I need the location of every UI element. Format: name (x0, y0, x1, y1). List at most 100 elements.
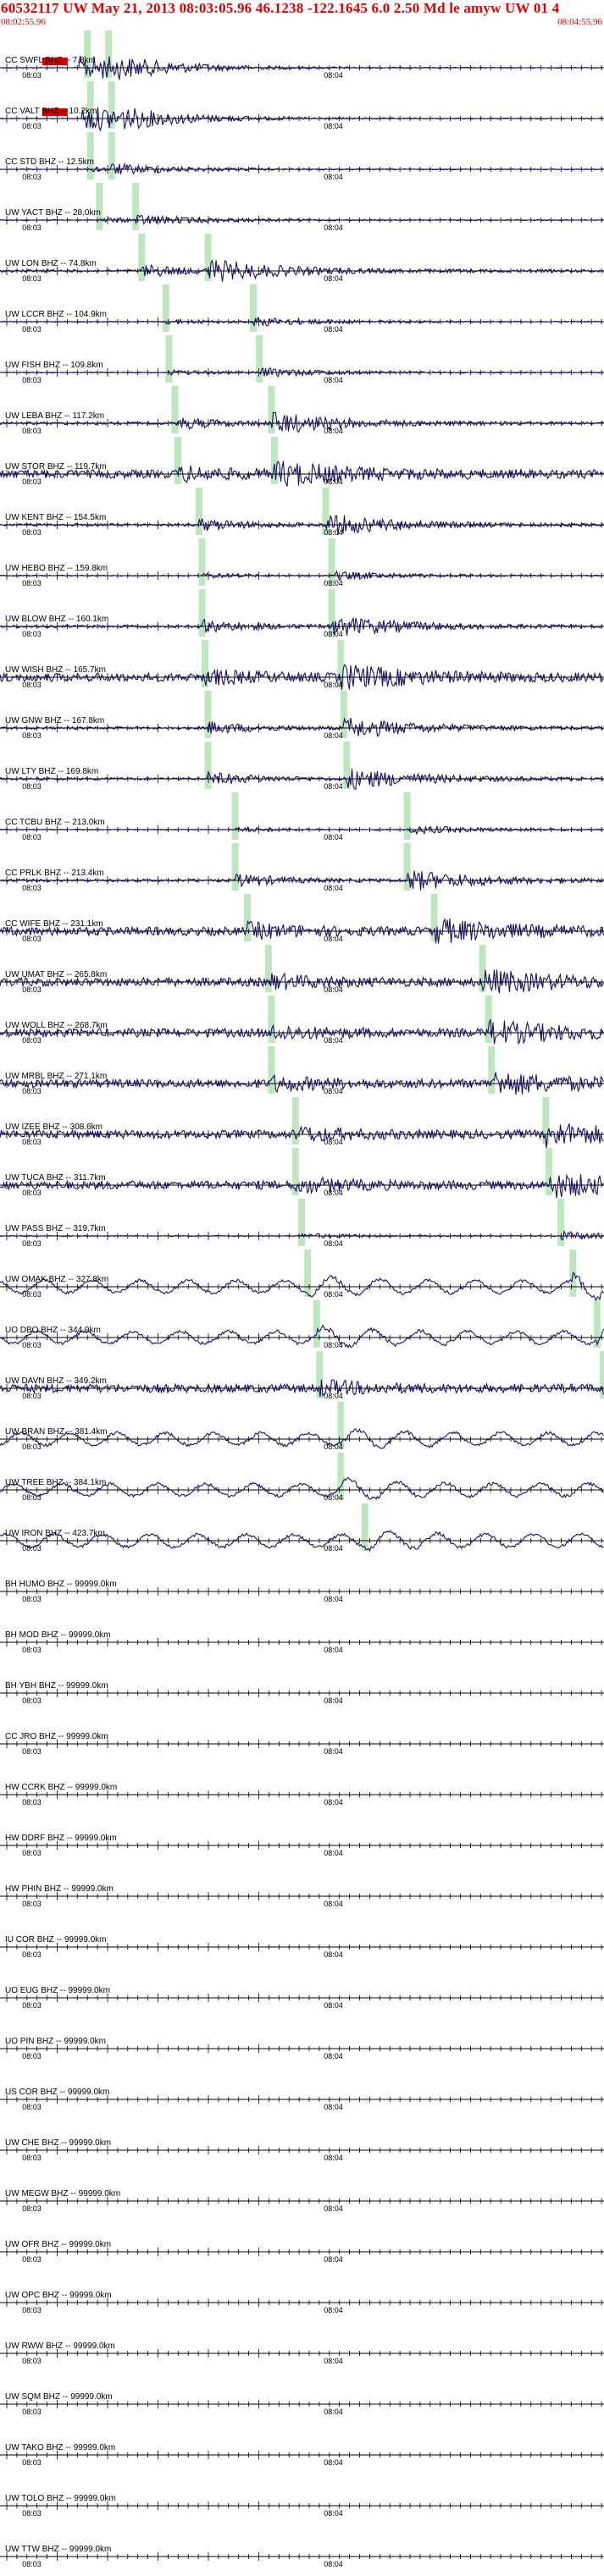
tick-label: 08:03 (22, 1798, 42, 1807)
trace-row: UW IRON BHZ -- 423.7km 08:03 08:04 (0, 1503, 604, 1553)
tick-label: 08:04 (324, 2357, 343, 2365)
tick-label: 08:03 (22, 1696, 42, 1705)
station-label: UW WOLL BHZ -- 268.7km (5, 1021, 108, 1030)
p-pick-marker (202, 640, 209, 687)
tick-label: 08:03 (22, 71, 42, 80)
station-label: CC SWFL BHZ -- 7.8km (5, 56, 96, 65)
p-pick-marker (204, 742, 212, 789)
waveform-trace (0, 570, 604, 582)
trace-row: UW YACT BHZ -- 28.0km 08:03 08:04 (0, 183, 604, 232)
tick-label: 08:03 (22, 1442, 42, 1451)
trace-row: CC VALT BHZ -- 10.2km 08:03 08:04 (0, 81, 604, 132)
tick-label: 08:03 (22, 1239, 42, 1248)
trace-row: UW SQM BHZ -- 99999.0km 08:03 08:04 (0, 2392, 604, 2416)
tick-label: 08:04 (324, 1138, 343, 1146)
p-pick-marker (313, 1300, 320, 1348)
trace-row: UW TAKO BHZ -- 99999.0km 08:03 08:04 (0, 2443, 604, 2467)
trace-row: CC SWFL BHZ -- 7.8km 08:03 08:04 (0, 30, 604, 80)
s-pick-marker (542, 1097, 550, 1145)
trace-row: CC STD BHZ -- 12.5km 08:03 08:04 (0, 132, 604, 181)
trace-row: UW HEBO BHZ -- 159.8km 08:03 08:04 (0, 538, 604, 587)
tick-label: 08:04 (324, 1950, 343, 1959)
tick-label: 08:03 (22, 1392, 42, 1400)
trace-row: UW KENT BHZ -- 154.5km 08:03 08:04 (0, 488, 604, 537)
trace-row: UW WISH BHZ -- 165.7km 08:03 08:04 (0, 640, 604, 691)
station-label: CC PRLK BHZ -- 213.4km (5, 869, 104, 878)
tick-label: 08:03 (22, 2458, 42, 2467)
tick-label: 08:04 (324, 579, 343, 587)
tick-label: 08:03 (22, 985, 42, 994)
waveform-trace (0, 1379, 604, 1397)
tick-label: 08:03 (22, 2052, 42, 2060)
p-pick-marker (204, 691, 212, 738)
tick-label: 08:04 (324, 2103, 343, 2111)
tick-label: 08:04 (324, 2001, 343, 2010)
trace-row: CC TCBU BHZ -- 213.0km 08:03 08:04 (0, 792, 604, 841)
p-pick-marker (264, 945, 272, 992)
station-label: CC VALT BHZ -- 10.2km (5, 107, 97, 116)
p-pick-marker (175, 437, 182, 484)
station-label: UW CHE BHZ -- 99999.0km (5, 2138, 111, 2148)
p-pick-marker (86, 132, 94, 179)
tick-label: 08:04 (324, 681, 343, 689)
tick-label: 08:03 (22, 935, 42, 943)
trace-row: UO EUG BHZ -- 99999.0km 08:03 08:04 (0, 1986, 604, 2010)
trace-row: UW GNW BHZ -- 167.8km 08:03 08:04 (0, 691, 604, 740)
tick-label: 08:04 (324, 985, 343, 994)
station-label: IU COR BHZ -- 99999.0km (5, 1935, 106, 1944)
tick-label: 08:04 (324, 1036, 343, 1045)
s-pick-marker (108, 81, 115, 129)
tick-label: 08:04 (324, 2560, 343, 2568)
s-pick-marker (250, 284, 258, 332)
tick-label: 08:03 (22, 1950, 42, 1959)
station-label: UW LEBA BHZ -- 117.2km (5, 411, 104, 421)
trace-row: UW FISH BHZ -- 109.8km 08:03 08:04 (0, 335, 604, 384)
s-pick-marker (485, 996, 492, 1043)
waveform-trace (0, 870, 604, 891)
trace-row: BH MOD BHZ -- 99999.0km 08:03 08:04 (0, 1630, 604, 1654)
tick-label: 08:03 (22, 2103, 42, 2111)
tick-label: 08:04 (324, 1849, 343, 1857)
s-pick-marker (600, 1351, 604, 1398)
trace-row: UW WOLL BHZ -- 268.7km 08:03 08:04 (0, 996, 604, 1045)
station-label: UW TTW BHZ -- 99999.0km (5, 2545, 111, 2554)
tick-label: 08:03 (22, 1595, 42, 1603)
station-label: UW UMAT BHZ -- 265.8km (5, 970, 107, 979)
station-label: UW PASS BHZ -- 319.7km (5, 1224, 106, 1233)
tick-label: 08:04 (324, 1798, 343, 1807)
tick-label: 08:04 (324, 173, 343, 181)
trace-row: UW OMAK BHZ -- 327.8km 08:03 08:04 (0, 1249, 604, 1305)
trace-row: CC WIFE BHZ -- 231.1km 08:03 08:04 (0, 894, 604, 944)
tick-label: 08:03 (22, 884, 42, 892)
p-pick-marker (337, 1453, 345, 1500)
waveform-trace (0, 1123, 604, 1149)
tick-label: 08:03 (22, 2357, 42, 2365)
waveform-trace (0, 1477, 604, 1500)
tick-label: 08:03 (22, 1138, 42, 1146)
tick-label: 08:04 (324, 223, 343, 232)
tick-label: 08:04 (324, 1696, 343, 1705)
tick-label: 08:04 (324, 1392, 343, 1400)
waveform-trace (0, 664, 604, 691)
tick-label: 08:04 (324, 1646, 343, 1654)
trace-row: US COR BHZ -- 99999.0km 08:03 08:04 (0, 2088, 604, 2111)
tick-label: 08:03 (22, 2306, 42, 2314)
station-label: UW MEGW BHZ -- 99999.0km (5, 2189, 120, 2198)
tick-label: 08:04 (324, 1595, 343, 1603)
s-pick-marker (593, 1300, 601, 1348)
tick-label: 08:03 (22, 2408, 42, 2416)
station-label: UW MRBL BHZ -- 271.1km (5, 1072, 107, 1081)
trace-row: HW DDRF BHZ -- 99999.0km 08:03 08:04 (0, 1834, 604, 1857)
s-pick-marker (204, 234, 212, 281)
seismogram-panel: CC SWFL BHZ -- 7.8km 08:03 08:04 CC VALT BH… (0, 30, 604, 2572)
station-label: BH MOD BHZ -- 99999.0km (5, 1630, 110, 1640)
tick-label: 08:03 (22, 1646, 42, 1654)
waveform-trace (0, 514, 604, 536)
station-label: UO DBO BHZ -- 344.9km (5, 1326, 101, 1335)
tick-label: 08:04 (324, 1747, 343, 1756)
station-label: CC WIFE BHZ -- 231.1km (5, 919, 103, 929)
p-pick-marker (268, 1046, 275, 1094)
trace-stack: CC SWFL BHZ -- 7.8km 08:03 08:04 CC VALT BH… (0, 30, 604, 2568)
station-label: UW STOR BHZ -- 119.7km (5, 462, 107, 472)
waveform-trace (0, 716, 604, 736)
